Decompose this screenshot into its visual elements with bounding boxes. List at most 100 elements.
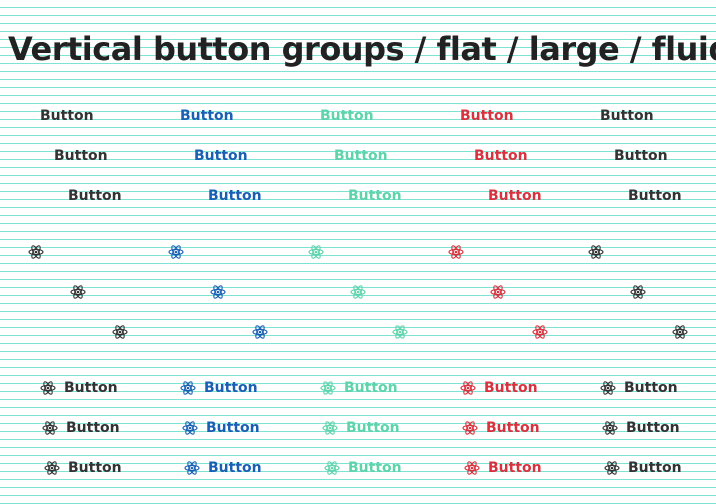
icon-text-button-success-1[interactable]: Button [320, 368, 460, 408]
atom-icon [460, 380, 476, 396]
atom-icon [462, 420, 478, 436]
button-success-2[interactable]: Button [320, 136, 460, 176]
button-label: Button [40, 108, 94, 124]
button-label: Button [486, 420, 540, 436]
icon-button-danger-2[interactable] [448, 272, 528, 312]
icon-button-default-2[interactable] [28, 272, 108, 312]
button-label: Button [346, 420, 400, 436]
atom-icon [448, 244, 464, 260]
button-danger-2[interactable]: Button [460, 136, 600, 176]
atom-icon [42, 420, 58, 436]
button-label: Button [344, 380, 398, 396]
icon-button-danger-3[interactable] [448, 312, 568, 352]
atom-icon [532, 324, 548, 340]
button-neutral-2[interactable]: Button [600, 136, 710, 176]
button-label: Button [628, 188, 682, 204]
icon-text-button-neutral-1[interactable]: Button [600, 368, 710, 408]
icon-text-button-neutral-3[interactable]: Button [600, 448, 710, 488]
atom-icon [28, 244, 44, 260]
icon-button-danger-1[interactable] [448, 232, 488, 272]
atom-icon [392, 324, 408, 340]
button-label: Button [320, 108, 374, 124]
atom-icon [210, 284, 226, 300]
button-label: Button [208, 460, 262, 476]
icon-text-button-default-2[interactable]: Button [40, 408, 180, 448]
atom-icon [630, 284, 646, 300]
button-label: Button [194, 148, 248, 164]
atom-icon [588, 244, 604, 260]
icon-button-neutral-1[interactable] [588, 232, 628, 272]
atom-icon [252, 324, 268, 340]
atom-icon [604, 460, 620, 476]
button-label: Button [208, 188, 262, 204]
icon-text-button-success-2[interactable]: Button [320, 408, 460, 448]
icon-text-button-danger-2[interactable]: Button [460, 408, 600, 448]
button-label: Button [600, 108, 654, 124]
atom-icon [44, 460, 60, 476]
icon-text-button-neutral-2[interactable]: Button [600, 408, 710, 448]
button-default-1[interactable]: Button [40, 96, 180, 136]
icon-button-primary-3[interactable] [168, 312, 288, 352]
button-danger-3[interactable]: Button [460, 176, 600, 216]
atom-icon [464, 460, 480, 476]
button-neutral-3[interactable]: Button [600, 176, 710, 216]
button-label: Button [64, 380, 118, 396]
atom-icon [70, 284, 86, 300]
icon-button-default-1[interactable] [28, 232, 68, 272]
atom-icon [322, 420, 338, 436]
button-label: Button [68, 188, 122, 204]
button-label: Button [488, 188, 542, 204]
button-label: Button [488, 460, 542, 476]
icon-text-button-default-1[interactable]: Button [40, 368, 180, 408]
atom-icon [350, 284, 366, 300]
button-label: Button [460, 108, 514, 124]
button-primary-1[interactable]: Button [180, 96, 320, 136]
icon-button-neutral-2[interactable] [588, 272, 668, 312]
button-label: Button [54, 148, 108, 164]
icon-text-button-primary-3[interactable]: Button [180, 448, 320, 488]
button-label: Button [334, 148, 388, 164]
button-success-1[interactable]: Button [320, 96, 460, 136]
button-label: Button [348, 460, 402, 476]
button-primary-2[interactable]: Button [180, 136, 320, 176]
button-default-3[interactable]: Button [40, 176, 180, 216]
icon-button-success-2[interactable] [308, 272, 388, 312]
button-label: Button [614, 148, 668, 164]
atom-icon [602, 420, 618, 436]
atom-icon [180, 380, 196, 396]
icon-text-button-success-3[interactable]: Button [320, 448, 460, 488]
icon-text-button-danger-3[interactable]: Button [460, 448, 600, 488]
icon-text-button-primary-1[interactable]: Button [180, 368, 320, 408]
icon-button-success-1[interactable] [308, 232, 348, 272]
atom-icon [308, 244, 324, 260]
icon-button-primary-1[interactable] [168, 232, 208, 272]
button-neutral-1[interactable]: Button [600, 96, 710, 136]
icon-button-primary-2[interactable] [168, 272, 248, 312]
atom-icon [672, 324, 688, 340]
button-label: Button [626, 420, 680, 436]
atom-icon [40, 380, 56, 396]
icon-button-neutral-3[interactable] [588, 312, 708, 352]
atom-icon [324, 460, 340, 476]
button-label: Button [204, 380, 258, 396]
button-label: Button [348, 188, 402, 204]
button-label: Button [484, 380, 538, 396]
atom-icon [320, 380, 336, 396]
atom-icon [600, 380, 616, 396]
button-default-2[interactable]: Button [40, 136, 180, 176]
button-label: Button [474, 148, 528, 164]
atom-icon [168, 244, 184, 260]
button-danger-1[interactable]: Button [460, 96, 600, 136]
page-title: Vertical button groups / flat / large / … [8, 30, 716, 68]
button-success-3[interactable]: Button [320, 176, 460, 216]
icon-text-button-default-3[interactable]: Button [40, 448, 180, 488]
icon-text-button-primary-2[interactable]: Button [180, 408, 320, 448]
icon-button-success-3[interactable] [308, 312, 428, 352]
atom-icon [490, 284, 506, 300]
icon-text-button-danger-1[interactable]: Button [460, 368, 600, 408]
icon-button-default-3[interactable] [28, 312, 148, 352]
atom-icon [182, 420, 198, 436]
atom-icon [112, 324, 128, 340]
atom-icon [184, 460, 200, 476]
button-primary-3[interactable]: Button [180, 176, 320, 216]
